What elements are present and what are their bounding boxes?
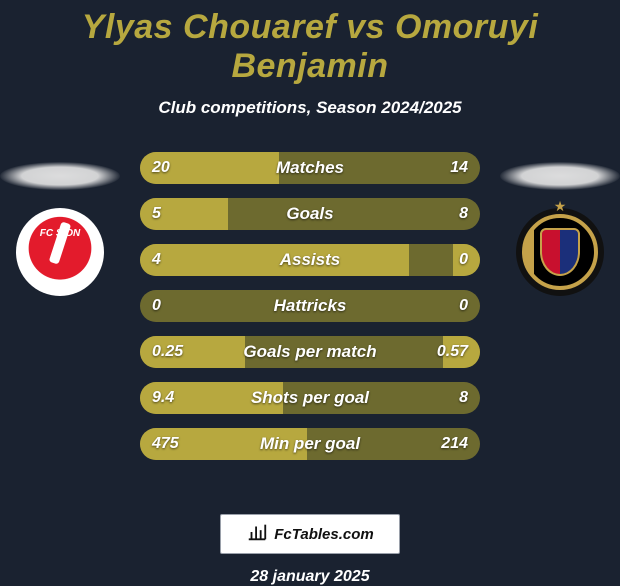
stat-row: 0.250.57Goals per match: [140, 336, 480, 368]
page-subtitle: Club competitions, Season 2024/2025: [0, 98, 620, 118]
stat-row: 9.48Shots per goal: [140, 382, 480, 414]
stat-label: Hattricks: [140, 290, 480, 322]
stat-label: Goals: [140, 198, 480, 230]
stat-row: 2014Matches: [140, 152, 480, 184]
stat-row: 475214Min per goal: [140, 428, 480, 460]
stat-label: Assists: [140, 244, 480, 276]
stat-label: Matches: [140, 152, 480, 184]
source-label: FcTables.com: [274, 526, 373, 543]
chart-icon: [246, 521, 268, 547]
stat-row: 40Assists: [140, 244, 480, 276]
crest-right-star-icon: ★: [554, 198, 567, 215]
club-crest-left-inner: FC SION: [22, 214, 98, 290]
source-badge: FcTables.com: [220, 514, 400, 554]
page-title: Ylyas Chouaref vs Omoruyi Benjamin: [0, 0, 620, 86]
player-left-shadow: [0, 162, 120, 190]
stat-bars-container: 2014Matches 58Goals 40Assists 00Hattricks 0.…: [140, 152, 480, 460]
club-crest-right-inner: [522, 214, 598, 290]
crest-right-shield: [540, 228, 580, 276]
stat-label: Min per goal: [140, 428, 480, 460]
club-crest-left: FC SION: [16, 208, 104, 296]
stat-label: Goals per match: [140, 336, 480, 368]
club-crest-right: ★: [516, 208, 604, 296]
stat-row: 58Goals: [140, 198, 480, 230]
stat-row: 00Hattricks: [140, 290, 480, 322]
crest-left-text: FC SION: [22, 228, 98, 239]
page-date: 28 january 2025: [0, 568, 620, 586]
player-right-shadow: [500, 162, 620, 190]
comparison-graphic: FC SION ★ 2014Matches 58Goals 40Assists 00H…: [0, 136, 620, 496]
stat-label: Shots per goal: [140, 382, 480, 414]
